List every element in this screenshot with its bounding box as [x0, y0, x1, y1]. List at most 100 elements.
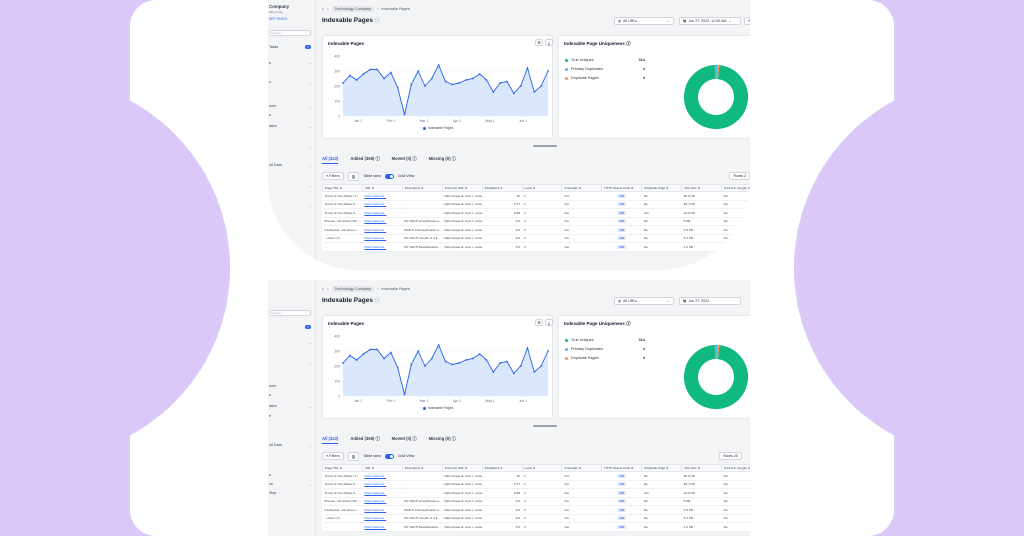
column-header[interactable]: Duplicate Page ⇅	[641, 464, 683, 472]
sidebar-item[interactable]: ed Data	[269, 443, 282, 447]
chevron-down-icon[interactable]: ⌄	[308, 183, 312, 188]
sidebar-item-tasks[interactable]: Tasks	[269, 45, 279, 49]
view-toggle[interactable]	[384, 453, 394, 459]
table-cell[interactable]: https://www.dt...	[362, 497, 403, 506]
table-row[interactable]: Terms of Use Notice F... https://www.dt..…	[322, 480, 750, 489]
column-header[interactable]: DeepRank ⇅	[481, 184, 523, 192]
column-header[interactable]: HTTP Status Code ⇅	[601, 464, 643, 472]
chevron-down-icon[interactable]: ⌄	[308, 124, 312, 129]
sidebar-item[interactable]: e	[269, 61, 271, 65]
chevron-down-icon[interactable]: ⌄	[308, 144, 312, 149]
sidebar-search-input[interactable]: Search	[269, 310, 311, 316]
compare-button[interactable]: ⟳	[744, 17, 750, 25]
column-header[interactable]: Page Title ⇅	[322, 464, 363, 472]
table-cell[interactable]: https://www.dt...	[362, 208, 403, 218]
home-icon[interactable]: ⌂	[322, 7, 325, 11]
download-icon[interactable]: ⤓	[545, 319, 553, 326]
column-header[interactable]: Text Size ⇅	[681, 184, 723, 192]
url-filter-select[interactable]: ◍ All URLs ⌄	[614, 17, 674, 25]
panel-resize-handle[interactable]	[533, 425, 557, 427]
tab-missing[interactable]: Missing (0) ⓘ	[428, 436, 456, 441]
sidebar-item[interactable]: over	[269, 384, 276, 388]
sidebar-search-input[interactable]: Search	[269, 30, 311, 36]
table-row[interactable]: Terms of Use Notice / T... https://www.dt…	[322, 471, 750, 481]
sidebar-item[interactable]: s	[269, 80, 271, 84]
rows-per-page-select[interactable]: Rows 2	[729, 172, 750, 180]
rows-per-page-select[interactable]: Rows 20	[719, 452, 742, 460]
chevron-down-icon[interactable]: ⌄	[308, 203, 312, 208]
table-cell[interactable]: https://www.dt...	[362, 480, 403, 489]
table-row[interactable]: ... https://www.dt... DC TECH Motherboards…	[322, 522, 750, 532]
column-header[interactable]: Text Size ⇅	[681, 464, 723, 472]
tab-all[interactable]: All (322)	[322, 436, 339, 444]
sidebar-item[interactable]: over	[269, 104, 276, 108]
table-row[interactable]: Terms of Use Notice F... https://www.dt..…	[322, 208, 750, 218]
breadcrumb-item[interactable]: Technology Company	[331, 286, 375, 292]
settings-icon[interactable]: ⚙	[535, 319, 543, 326]
chevron-down-icon[interactable]: ⌄	[308, 340, 312, 345]
table-cell[interactable]: https://www.dt...	[362, 217, 403, 226]
table-cell[interactable]: https://www.dt...	[362, 514, 403, 523]
chevron-down-icon[interactable]: ⌄	[308, 80, 312, 85]
date-picker[interactable]: ▦ Jun 27, 2022, 12:00 AM ⌄	[679, 17, 741, 25]
sidebar-item[interactable]: s	[269, 393, 271, 397]
table-cell[interactable]: https://www.dt...	[362, 200, 403, 209]
table-cell[interactable]: https://www.dt...	[362, 522, 403, 532]
chevron-down-icon[interactable]: ⌄	[308, 360, 312, 365]
table-row[interactable]: Terms of Use Notice F... https://www.dt..…	[322, 488, 750, 498]
column-header[interactable]: URL ⇅	[361, 464, 403, 472]
table-row[interactable]: Phones - All series | DC... https://www.d…	[322, 497, 750, 506]
sidebar-item[interactable]: ation	[269, 404, 277, 408]
table-row[interactable]: Terms of Use Notice / T... https://www.dt…	[322, 191, 750, 201]
view-toggle[interactable]	[384, 173, 394, 179]
filters-button[interactable]: ≡ Filters	[322, 172, 344, 180]
download-icon[interactable]: ⤓	[545, 39, 553, 46]
table-row[interactable]: ... https://www.dt... DC TECH Motherboards…	[322, 242, 750, 252]
date-picker[interactable]: ▦ Jun 27, 2022	[679, 297, 741, 305]
breadcrumb-item[interactable]: Technology Company	[331, 6, 375, 12]
settings-link[interactable]: SETTINGS	[269, 17, 287, 21]
column-header[interactable]: Description ⇅	[401, 464, 443, 472]
chevron-down-icon[interactable]: ⌄	[308, 104, 312, 109]
table-cell[interactable]: https://www.dt...	[362, 488, 403, 498]
table-cell[interactable]: https://www.dt...	[362, 225, 403, 235]
column-header[interactable]: Level ⇅	[521, 464, 563, 472]
url-filter-select[interactable]: ◍ All URLs ⌄	[614, 297, 674, 305]
chevron-down-icon[interactable]: ⌄	[308, 163, 312, 168]
table-cell[interactable]: https://www.dt...	[362, 471, 403, 481]
sidebar-item[interactable]: ation	[269, 124, 277, 128]
sidebar-item[interactable]: s	[269, 473, 271, 477]
table-row[interactable]: Terms of Use Notice F... https://www.dt..…	[322, 200, 750, 209]
chevron-down-icon[interactable]: ⌄	[308, 404, 312, 409]
home-icon[interactable]: ⌂	[322, 287, 325, 291]
table-row[interactable]: Keyboards - All series |... https://www.d…	[322, 505, 750, 515]
sidebar-item[interactable]: e	[269, 414, 271, 418]
columns-icon[interactable]: ▥	[347, 451, 360, 461]
column-header[interactable]: Found At URL ⇅	[441, 184, 483, 192]
tab-all[interactable]: All (322)	[322, 156, 339, 164]
table-cell[interactable]: https://www.dt...	[362, 234, 403, 243]
chevron-down-icon[interactable]: ⌄	[308, 60, 312, 65]
settings-icon[interactable]: ⚙	[535, 39, 543, 46]
column-header[interactable]: Found in Google ⇅	[721, 184, 750, 192]
sidebar-item[interactable]: ed Data	[269, 163, 282, 167]
table-row[interactable]: ...onitor | D... https://www.dt... DC TECH…	[322, 514, 750, 523]
tab-missing[interactable]: Missing (0) ⓘ	[428, 156, 456, 161]
table-cell[interactable]: https://www.dt...	[362, 191, 403, 201]
filters-button[interactable]: ≡ Filters	[322, 452, 344, 460]
table-cell[interactable]: https://www.dt...	[362, 242, 403, 252]
sidebar-item[interactable]: ne	[269, 482, 273, 486]
panel-resize-handle[interactable]	[533, 145, 557, 147]
table-row[interactable]: Phones - All series | DC... https://www.d…	[322, 217, 750, 226]
column-header[interactable]: Found in Google ⇅	[721, 464, 750, 472]
table-row[interactable]: ...onitor | D... https://www.dt... DC TECH…	[322, 234, 750, 243]
table-cell[interactable]: https://www.dt...	[362, 505, 403, 515]
chevron-down-icon[interactable]: ⌄	[308, 482, 312, 487]
column-header[interactable]: URL ⇅	[361, 184, 403, 192]
column-header[interactable]: Found At URL ⇅	[441, 464, 483, 472]
tab-added[interactable]: Added (368) ⓘ	[350, 156, 380, 161]
column-header[interactable]: Duplicate Page ⇅	[641, 184, 683, 192]
chevron-down-icon[interactable]: ⌄	[308, 443, 312, 448]
column-header[interactable]: Description ⇅	[401, 184, 443, 192]
column-header[interactable]: Indexable ⇅	[561, 464, 603, 472]
